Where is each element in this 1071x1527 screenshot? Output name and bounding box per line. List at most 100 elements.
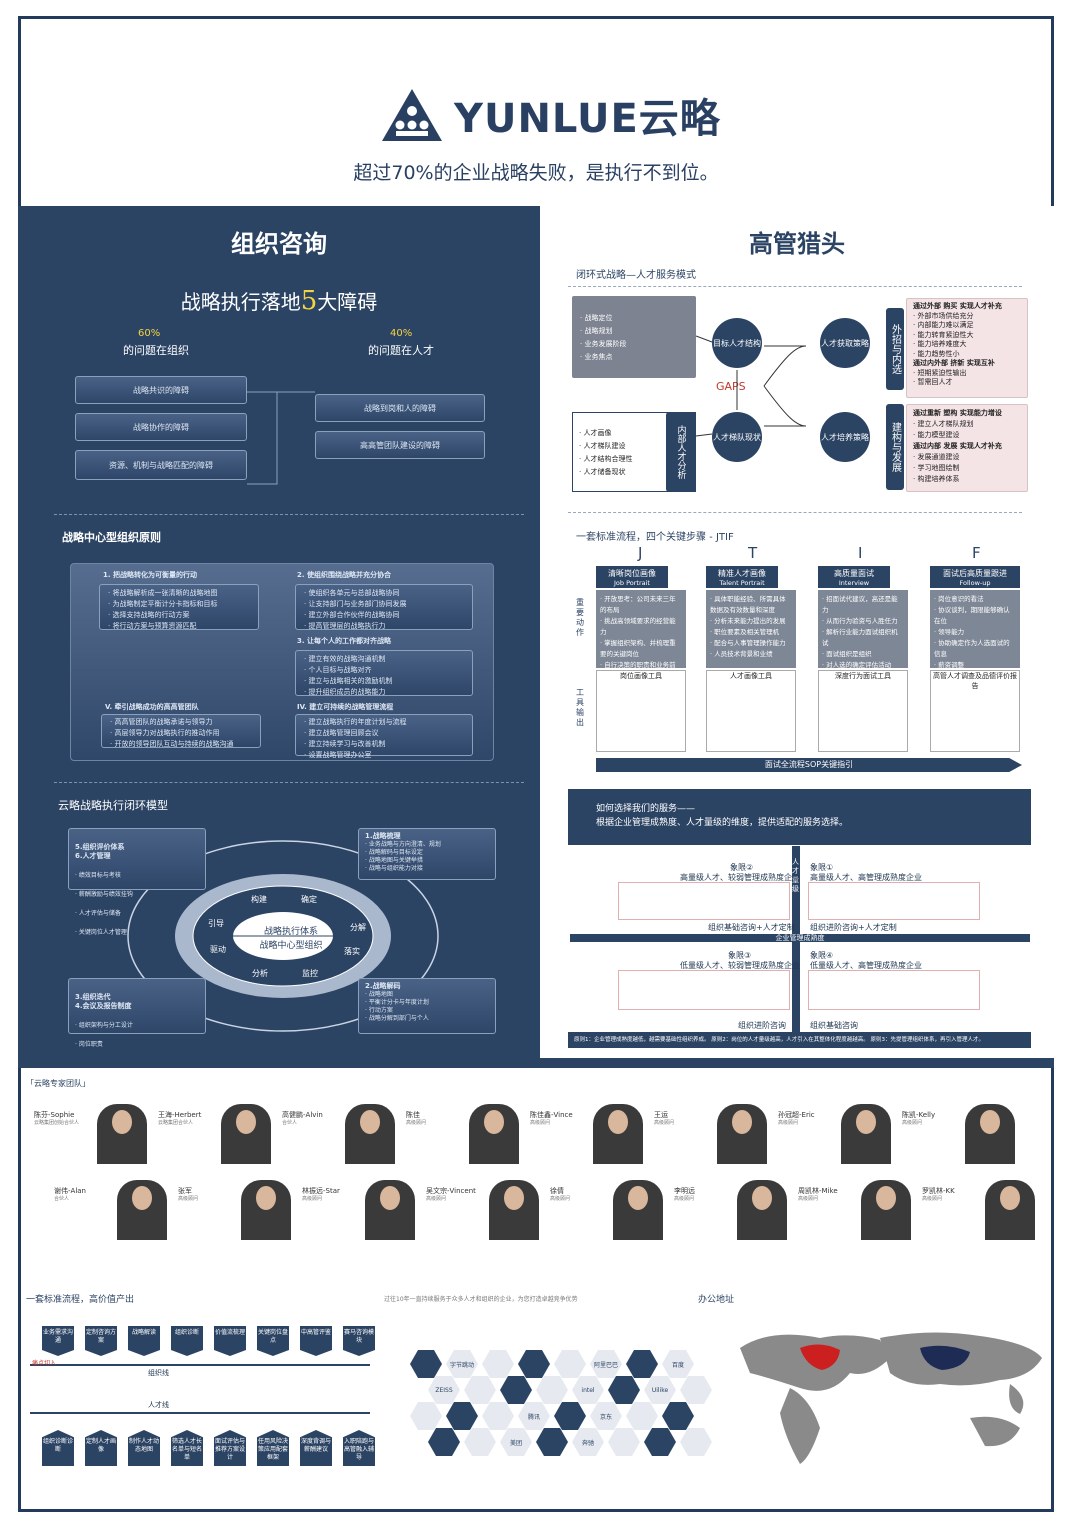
team-member-card: 王海-Herbert 云略集团合伙人: [154, 1100, 279, 1164]
avatar: [613, 1180, 663, 1240]
org-flow-step: 赛马咨询模块: [343, 1326, 375, 1356]
build-item: · 发展通道建设: [913, 453, 960, 461]
q1-foot: 组织进阶咨询+人才定制: [810, 923, 897, 932]
model-title: 闭环式战略—人才服务模式: [576, 270, 696, 281]
step-item: · 协助确定作为人选面试的信息: [934, 639, 1010, 658]
member-name: 王海-Herbert: [158, 1111, 202, 1119]
org-flow-step: 关键岗位盘点: [257, 1326, 289, 1356]
loop-center-1: 战略执行体系: [263, 927, 318, 937]
principle-1-box: · 将战略解析成一张清晰的战略地图 · 为战略制定平衡计分卡指标和目标 · 选择…: [99, 584, 259, 630]
avatar-face: [132, 1186, 152, 1210]
corner-bl-item: · 组织架构与分工设计: [75, 1022, 133, 1029]
target-circle: 目标人才结构: [712, 318, 762, 368]
principle-4-item: · 建立持续学习与改善机制: [304, 740, 386, 748]
q3-sub: 低量级人才、较弱管理成熟度企业: [680, 961, 800, 970]
member-name: 罗凯林-KK: [922, 1187, 955, 1195]
step-head-j: 清晰岗位画像 Job Portrait: [596, 566, 668, 588]
principle-3-item: · 建立有效的战略沟通机制: [304, 655, 386, 663]
member-desc: 高级顾问: [902, 1120, 923, 1126]
ext-item: 通过外部 购买 实现人才补充: [913, 302, 1002, 310]
avatar-face: [856, 1110, 876, 1134]
corner-bl-title: 3.组织迭代 4.会议及报告制度: [75, 993, 132, 1010]
avatar: [717, 1104, 767, 1164]
member-name: 高健鹏-Alvin: [282, 1111, 323, 1119]
avatar-face: [380, 1186, 400, 1210]
org-obstacle-1: 战略共识的障碍: [75, 376, 247, 404]
member-desc: 高级顾问: [550, 1196, 571, 1202]
member-name: 陈凯-Kelly: [902, 1111, 936, 1119]
avatar: [97, 1104, 147, 1164]
step-title: 清晰岗位画像: [608, 569, 656, 578]
loop-corner-tr: 1.战略梳理 · 业务战略与方向澄清、规划 · 战略解码与目标设定 · 战略地图…: [358, 828, 496, 880]
letter-i: I: [858, 544, 863, 562]
step-sub: Follow-up: [959, 579, 991, 587]
principle-2-item: · 使组织各单元与总部战略协同: [304, 589, 400, 597]
internal-item: · 人才结构合理性: [579, 455, 633, 463]
principles-title: 战略中心型组织原则: [62, 531, 161, 544]
step-sub: Interview: [838, 579, 870, 587]
avatar-face: [732, 1110, 752, 1134]
china-marker: [800, 1344, 840, 1370]
exec-search-panel: 高管猎头 闭环式战略—人才服务模式 · 战略定位 · 战略规划 · 业务发展阶段…: [540, 206, 1054, 1058]
corner-tl-item: · 关键岗位人才管理: [75, 929, 127, 936]
principle-1-item: · 为战略制定平衡计分卡指标和目标: [108, 600, 218, 608]
letter-f: F: [972, 544, 981, 562]
ext-item: · 能力趋势性小: [913, 349, 960, 358]
member-name: 张军: [178, 1187, 192, 1195]
team-member-card: 陈佳鑫-Vince 高级顾问: [526, 1100, 651, 1164]
avatar: [861, 1180, 911, 1240]
divider: [54, 514, 524, 515]
talent-flow-step: 深度背调与薪酬建议: [300, 1430, 332, 1466]
talent-flow-step: 制作人才动态地图: [128, 1430, 160, 1466]
choose-line-2: 根据企业管理成熟度、人才量级的维度，提供适配的服务选择。: [596, 818, 849, 828]
ring-word: 驱动: [210, 945, 226, 954]
principle-3-box: · 建立有效的战略沟通机制 · 个人目标与战略对齐 · 建立与战略相关的激励机制…: [295, 650, 473, 696]
team-title: 「云略专家团队」: [26, 1079, 90, 1088]
ext-item: · 外部市场供给充分: [913, 311, 974, 320]
avatar: [365, 1180, 415, 1240]
principles-box: 1. 把战略转化为可衡量的行动 · 将战略解析成一张清晰的战略地图 · 为战略制…: [70, 563, 494, 761]
build-item: · 建立人才梯队规划: [913, 420, 974, 428]
member-desc: 高级顾问: [654, 1120, 675, 1126]
corner-br-item: · 战略地图: [365, 991, 393, 998]
ext-item: · 能力培养难度大: [913, 340, 967, 348]
internal-item: · 人才画像: [579, 429, 612, 437]
avatar: [241, 1180, 291, 1240]
step-head-t: 精准人才画像 Talent Portrait: [706, 566, 778, 588]
step-item: · 人员技术背景和业绩: [710, 650, 773, 658]
loop-title: 云略战略执行闭环模型: [58, 799, 168, 812]
org-flow-step: 中高管评鉴: [300, 1326, 332, 1356]
principle-3-item: · 提升组织成员的战略能力: [304, 688, 386, 696]
member-desc: 云略集团合伙人: [158, 1120, 194, 1126]
q2-sub: 高量级人才、较弱管理成熟度企业: [680, 873, 800, 882]
tool-f: 高管人才调查及品德评价报告: [930, 670, 1020, 752]
strategy-box: · 战略定位 · 战略规划 · 业务发展阶段 · 业务焦点: [572, 296, 696, 378]
member-name: 孙冠超-Eric: [778, 1111, 815, 1119]
letter-t: T: [748, 544, 758, 562]
step-body-j: · 开放思考：公司未来三年的布局 · 挑战高领域要求的经营能力 · 掌握组织架构…: [596, 590, 686, 680]
corner-tr-item: · 战略与组织能力对接: [365, 865, 423, 872]
loop-corner-br: 2.战略解码 · 战略地图 · 平衡计分卡与年度计划 · 行动方案 · 战略分解…: [358, 978, 496, 1034]
member-name: 王运: [654, 1111, 668, 1119]
ext-item: · 短期紧迫性输出: [913, 368, 967, 377]
ring-word: 落实: [344, 947, 360, 956]
avatar: [841, 1104, 891, 1164]
choose-banner: 如何选择我们的服务—— 根据企业管理成熟度、人才量级的维度，提供适配的服务选择。: [568, 789, 1031, 845]
avatar: [345, 1104, 395, 1164]
gaps-label: GAPS: [716, 380, 746, 393]
step-item: · 从而行为验资与人胜任力: [822, 617, 898, 625]
principle-4-item: · 建立战略执行的年度计划与流程: [304, 718, 407, 726]
avatar: [965, 1104, 1015, 1164]
x-axis-bar: 企业管理成熟度: [570, 934, 1030, 942]
build-item: 通过内部 发展 实现人才补充: [913, 442, 1002, 450]
team-member-card: 李明远 高级顾问: [670, 1176, 795, 1240]
member-desc: 合伙人: [282, 1120, 298, 1126]
model-arrows: [696, 335, 807, 437]
team-member-card: 徐倩 高级顾问: [546, 1176, 671, 1240]
principle-1-item: · 将战略解析成一张清晰的战略地图: [108, 589, 218, 597]
principle-4-item: · 设置战略管理办公室: [304, 751, 372, 759]
team-member-card: 谢伟-Alan 合伙人: [50, 1176, 175, 1240]
talent-obstacle-2: 高高管团队建设的障碍: [315, 431, 485, 459]
step-item: · 配合与人事管理操作能力: [710, 639, 786, 647]
step-sub: Job Portrait: [614, 579, 650, 587]
